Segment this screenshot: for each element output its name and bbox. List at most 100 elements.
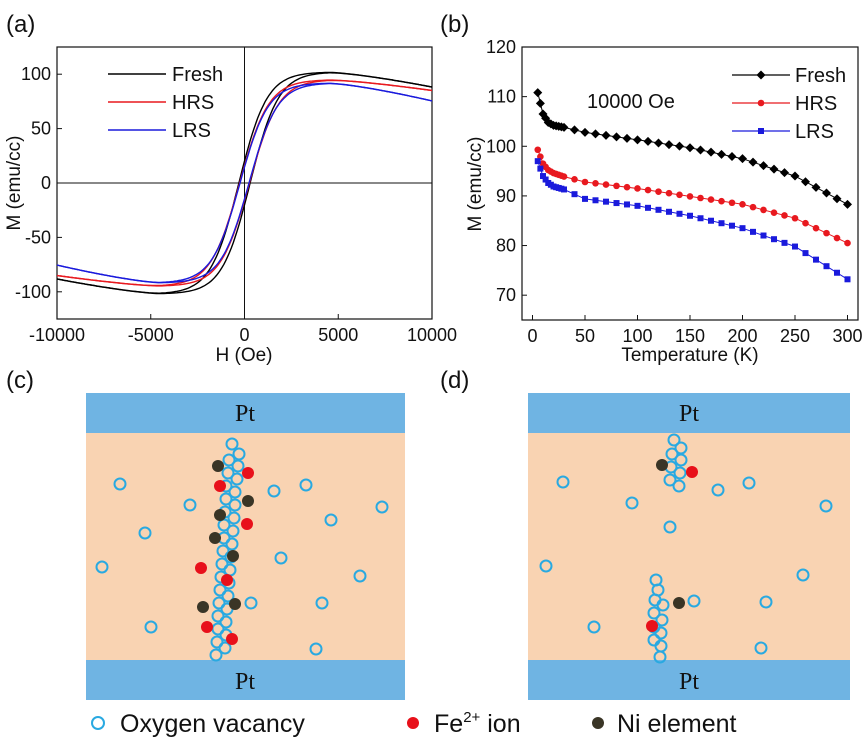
panel-b-point-hrs <box>634 185 641 192</box>
panel-c-ni-element <box>212 460 224 472</box>
panel-b-x-tick-label: 150 <box>675 326 705 346</box>
panel-c-ni-element <box>197 601 209 613</box>
panel-c-oxygen-vacancy <box>231 459 245 473</box>
panel-c-oxygen-vacancy <box>209 648 223 662</box>
panel-b-point-fresh <box>738 154 747 164</box>
panel-d-ni-element <box>656 459 668 471</box>
panel-b-y-tick-label: 110 <box>487 87 516 107</box>
panel-b-point-lrs <box>781 239 788 246</box>
panel-b-point-lrs <box>540 173 546 180</box>
panel-b-x-tick-label: 300 <box>832 326 862 346</box>
panel-b-point-lrs <box>624 201 630 208</box>
panel-a-legend-label-hrs: HRS <box>172 92 214 114</box>
panel-c-oxygen-vacancy <box>95 560 109 574</box>
panel-c-oxygen-vacancy <box>221 589 235 603</box>
panel-label-b: (b) <box>440 11 469 38</box>
panel-c-oxygen-vacancy <box>244 596 258 610</box>
panel-a-x-tick-label: 5000 <box>318 325 358 345</box>
panel-d-oxygen-vacancy <box>647 606 661 620</box>
legend-fe-icon <box>407 717 419 729</box>
panel-c-bottom-electrode-label: Pt <box>235 669 255 695</box>
panel-b-point-hrs <box>844 239 851 247</box>
panel-a-y-tick-label: -50 <box>25 227 51 247</box>
panel-b-point-lrs <box>802 250 809 257</box>
panel-d-oxygen-vacancy <box>687 594 701 608</box>
panel-c-oxygen-vacancy <box>375 500 389 514</box>
panel-b-point-hrs <box>686 193 694 200</box>
panel-c-oxide-layer <box>86 431 405 662</box>
panel-b-point-lrs <box>582 195 588 202</box>
panel-c-oxygen-vacancy <box>225 537 239 551</box>
panel-b-x-axis-label: Temperature (K) <box>621 345 758 366</box>
panel-b-point-lrs <box>760 232 767 239</box>
panel-b-legend-label-hrs: HRS <box>795 93 837 115</box>
schematic-legend: Oxygen vacancy Fe2+ ion Ni element <box>91 709 737 738</box>
panel-b-point-fresh <box>601 130 611 140</box>
panel-b-point-lrs <box>771 236 777 243</box>
panel-b-point-hrs <box>697 194 704 202</box>
panel-b-point-lrs <box>542 176 549 183</box>
panel-b-point-hrs <box>655 188 662 195</box>
panel-b-point-lrs <box>697 215 704 222</box>
panel-b-point-hrs <box>665 189 673 197</box>
panel-a-y-tick-label: 50 <box>31 119 51 139</box>
panel-b-point-hrs <box>812 224 820 232</box>
panel-b-field-annotation: 10000 Oe <box>587 91 675 113</box>
panel-b-point-fresh <box>685 143 695 153</box>
panel-c-oxygen-vacancy <box>324 513 338 527</box>
panel-d-oxygen-vacancy <box>742 476 756 490</box>
panel-b-point-lrs <box>645 204 651 211</box>
panel-b-point-lrs <box>655 206 662 213</box>
panel-b-point-lrs <box>708 217 714 224</box>
panel-c-oxygen-vacancy <box>219 492 233 506</box>
panel-c-oxygen-vacancy <box>218 641 232 655</box>
panel-b-point-hrs <box>791 214 799 222</box>
panel-c-fe-ion <box>214 480 226 492</box>
panel-c-oxygen-vacancy <box>232 447 246 461</box>
panel-b-point-fresh <box>696 145 705 155</box>
legend-vacancy-icon <box>91 716 105 730</box>
panel-b-point-lrs <box>634 202 641 209</box>
panel-b-point-hrs <box>802 219 809 227</box>
panel-b-point-hrs <box>728 199 736 207</box>
panel-b-point-fresh <box>570 125 579 135</box>
panel-b-point-hrs <box>749 203 757 211</box>
panel-c-oxygen-vacancy <box>228 498 242 512</box>
panel-d-bottom-electrode-label: Pt <box>679 669 699 695</box>
panel-d-oxygen-vacancy <box>653 650 667 664</box>
panel-d-oxygen-vacancy <box>759 595 773 609</box>
panel-b-point-fresh <box>654 138 663 148</box>
panel-c-particles <box>95 437 389 662</box>
panel-b-point-fresh <box>706 147 716 157</box>
panel-d-oxygen-vacancy <box>539 559 553 573</box>
panel-b-point-fresh <box>664 140 674 150</box>
panel-b-point-lrs <box>750 228 756 235</box>
panel-a-x-axis-label: H (Oe) <box>216 345 273 366</box>
panel-d-oxygen-vacancy <box>672 479 686 493</box>
panel-d-oxygen-vacancy <box>711 483 725 497</box>
panel-b-point-hrs <box>676 191 683 199</box>
panel-b-point-lrs <box>834 269 840 276</box>
panel-d-oxygen-vacancy <box>656 598 670 612</box>
panel-b-point-fresh <box>748 157 758 167</box>
panel-a-ticks: -10000 -5000 0 5000 10000 -100 -50 0 50 100 <box>15 47 457 345</box>
panel-b-point-hrs <box>644 186 652 194</box>
panel-c-ni-element <box>209 532 221 544</box>
panel-a-series-lrs-lower-branch <box>56 82 433 284</box>
panel-b-x-tick-label: 0 <box>527 326 537 346</box>
panel-b-y-axis-label: M (emu/cc) <box>465 137 486 232</box>
panel-b-point-fresh <box>717 149 726 159</box>
panel-b-point-hrs <box>592 180 599 187</box>
panel-b-point-lrs <box>676 210 683 217</box>
panel-c-oxygen-vacancy <box>228 485 242 499</box>
panel-a-legend-label-lrs: LRS <box>172 120 211 142</box>
panel-b-point-fresh <box>535 98 545 108</box>
panel-d-oxygen-vacancy <box>654 626 668 640</box>
panel-c-oxygen-vacancy <box>221 466 235 480</box>
panel-b-y-tick-label: 70 <box>496 285 516 305</box>
panel-a-series <box>56 71 433 295</box>
panel-b-point-hrs <box>560 173 568 180</box>
panel-c-fe-ion <box>195 562 207 574</box>
panel-c-oxygen-vacancy <box>267 484 281 498</box>
panel-b-point-lrs <box>729 222 735 229</box>
